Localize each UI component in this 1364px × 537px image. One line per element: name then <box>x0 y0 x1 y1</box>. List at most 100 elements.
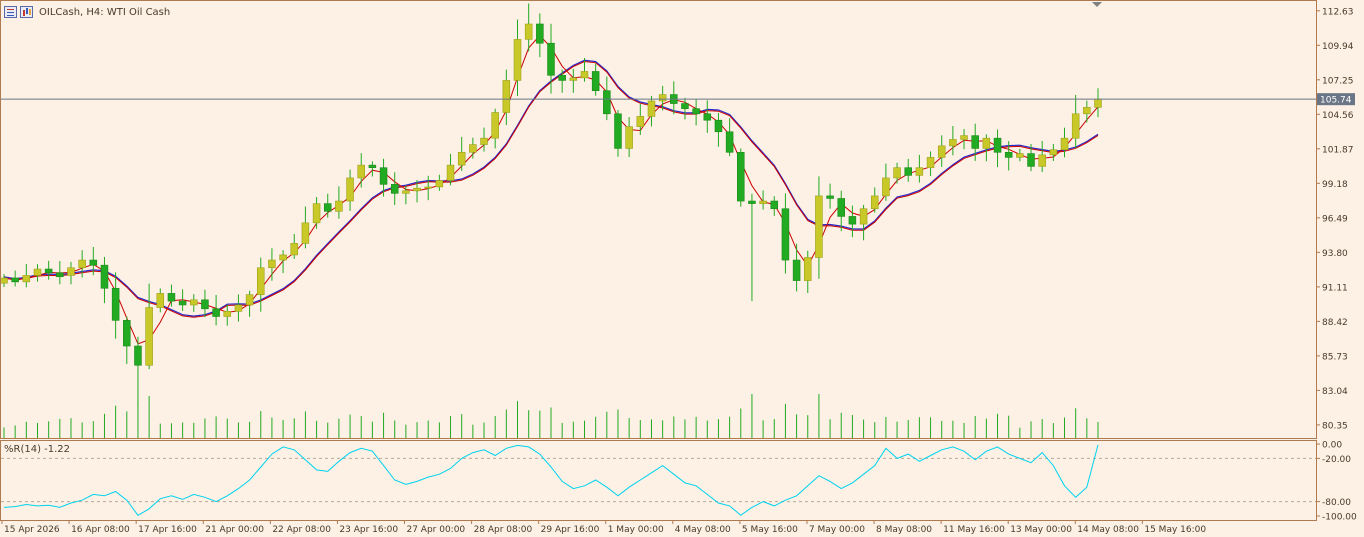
candle[interactable] <box>748 193 756 302</box>
candle[interactable] <box>781 193 790 274</box>
candle[interactable] <box>0 274 8 287</box>
candle[interactable] <box>424 175 432 201</box>
candle[interactable] <box>223 304 232 326</box>
candle[interactable] <box>56 261 64 285</box>
candle[interactable] <box>502 69 511 126</box>
candle[interactable] <box>469 137 477 159</box>
candle[interactable] <box>156 288 165 313</box>
candle[interactable] <box>245 290 254 317</box>
candle[interactable] <box>681 97 689 120</box>
candle[interactable] <box>346 169 354 211</box>
candle[interactable] <box>390 172 399 205</box>
candle[interactable] <box>904 158 912 182</box>
candle[interactable] <box>1016 148 1024 162</box>
candle[interactable] <box>301 206 310 249</box>
candle[interactable] <box>725 118 734 157</box>
candle[interactable] <box>558 69 566 93</box>
candle[interactable] <box>580 57 589 82</box>
candle[interactable] <box>815 176 823 279</box>
candle[interactable] <box>312 197 321 229</box>
candle[interactable] <box>971 123 979 161</box>
candle[interactable] <box>1071 94 1080 149</box>
candle[interactable] <box>22 263 31 288</box>
candle[interactable] <box>893 162 901 184</box>
candle[interactable] <box>89 246 98 276</box>
candles[interactable] <box>0 3 1102 408</box>
candle[interactable] <box>167 284 176 307</box>
candle[interactable] <box>1038 140 1046 173</box>
candle[interactable] <box>1027 143 1035 172</box>
candle[interactable] <box>770 196 779 216</box>
candle[interactable] <box>949 125 957 156</box>
candle[interactable] <box>960 129 968 150</box>
candle[interactable] <box>268 248 276 281</box>
candle[interactable] <box>33 264 42 282</box>
candle[interactable] <box>279 250 287 274</box>
candle[interactable] <box>368 161 377 177</box>
candle[interactable] <box>402 186 410 205</box>
candle[interactable] <box>993 129 1002 168</box>
candle[interactable] <box>435 174 444 191</box>
candle[interactable] <box>625 117 633 158</box>
candle[interactable] <box>513 19 522 96</box>
candle[interactable] <box>357 153 365 188</box>
candle[interactable] <box>569 68 578 93</box>
candle[interactable] <box>915 154 924 183</box>
candle[interactable] <box>491 108 499 149</box>
candle[interactable] <box>480 127 488 152</box>
candle[interactable] <box>937 135 946 167</box>
candle[interactable] <box>614 109 622 157</box>
candle[interactable] <box>870 187 879 213</box>
candle[interactable] <box>926 151 935 177</box>
candle[interactable] <box>134 336 142 408</box>
candle[interactable] <box>647 95 656 127</box>
candle[interactable] <box>982 134 991 162</box>
candle[interactable] <box>67 261 75 285</box>
candle[interactable] <box>256 257 265 312</box>
candle[interactable] <box>323 193 332 218</box>
candle[interactable] <box>78 250 86 278</box>
candle[interactable] <box>547 23 555 94</box>
candle[interactable] <box>826 183 834 209</box>
one-click-trading-arrow-icon[interactable] <box>1092 2 1102 7</box>
candle[interactable] <box>123 316 131 364</box>
candle[interactable] <box>792 243 801 292</box>
candle[interactable] <box>379 158 388 197</box>
candle[interactable] <box>636 103 645 135</box>
candle[interactable] <box>201 289 209 317</box>
candle[interactable] <box>882 163 890 201</box>
candle[interactable] <box>457 136 466 171</box>
candle[interactable] <box>44 260 53 280</box>
candle[interactable] <box>290 233 299 259</box>
candle[interactable] <box>603 76 611 121</box>
candle[interactable] <box>859 204 868 241</box>
candle[interactable] <box>178 289 187 312</box>
price-list-icon[interactable] <box>4 6 17 18</box>
candle[interactable] <box>536 13 544 58</box>
candle[interactable] <box>335 186 343 219</box>
candle[interactable] <box>145 283 153 370</box>
candle[interactable] <box>190 294 198 312</box>
candle[interactable] <box>1060 127 1069 158</box>
candle[interactable] <box>413 180 421 203</box>
candle[interactable] <box>714 113 723 147</box>
candle[interactable] <box>111 272 120 339</box>
candle[interactable] <box>591 63 600 96</box>
candle[interactable] <box>446 153 455 186</box>
candle[interactable] <box>1049 144 1058 162</box>
candle[interactable] <box>100 256 109 304</box>
candle[interactable] <box>848 205 857 238</box>
candle[interactable] <box>803 250 812 293</box>
bar-chart-icon[interactable] <box>20 6 33 18</box>
candle[interactable] <box>692 99 700 126</box>
candle[interactable] <box>11 270 19 287</box>
candle[interactable] <box>703 100 712 133</box>
candle[interactable] <box>212 294 220 326</box>
candle[interactable] <box>737 148 745 207</box>
candle[interactable] <box>837 190 846 232</box>
candle[interactable] <box>1094 88 1102 118</box>
candle[interactable] <box>524 3 533 52</box>
candle[interactable] <box>658 85 667 111</box>
candle[interactable] <box>759 190 767 210</box>
